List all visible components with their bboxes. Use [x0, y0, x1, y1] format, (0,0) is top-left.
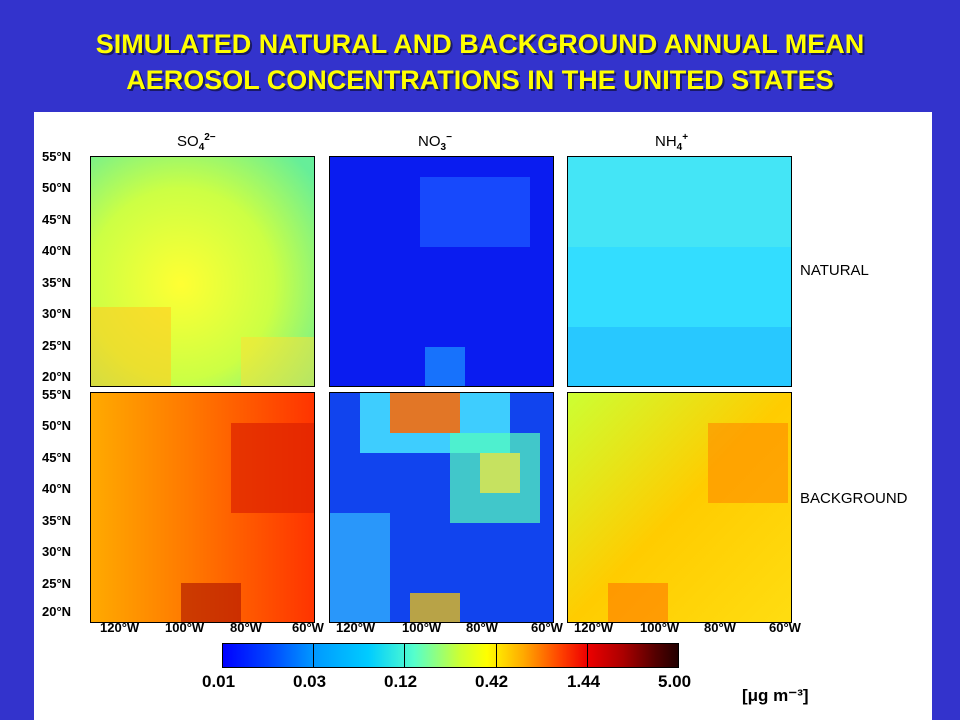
lat-label: 55°N — [42, 387, 72, 402]
lat-label: 45°N — [42, 212, 72, 227]
lat-label: 25°N — [42, 338, 72, 353]
lat-label: 45°N — [42, 450, 72, 465]
lon-label: 100°W — [165, 620, 205, 635]
map-no3-background — [329, 392, 554, 623]
heatmap-so4-natural — [91, 157, 314, 386]
colorbar-label: 1.44 — [567, 672, 601, 691]
lon-label: 60°W — [292, 620, 324, 635]
colorbar-label: 0.42 — [475, 672, 509, 691]
column-header-so4: SO42− — [177, 132, 216, 153]
map-nh4-background — [567, 392, 792, 623]
lat-label: 20°N — [42, 604, 72, 619]
heatmap-so4-background — [91, 393, 314, 622]
map-so4-background — [90, 392, 315, 623]
lat-label: 30°N — [42, 306, 72, 321]
column-header-no3: NO3− — [418, 132, 452, 153]
column-header-nh4: NH4+ — [655, 132, 689, 153]
lon-label: 80°W — [704, 620, 736, 635]
lat-label: 25°N — [42, 576, 72, 591]
row-label-background: BACKGROUND — [800, 490, 908, 507]
lat-label: 40°N — [42, 481, 72, 496]
lon-label: 80°W — [466, 620, 498, 635]
lon-label: 60°W — [531, 620, 563, 635]
lon-label: 120°W — [100, 620, 140, 635]
map-nh4-natural — [567, 156, 792, 387]
colorbar-units: [μg m⁻³] — [742, 686, 809, 705]
lat-label: 50°N — [42, 418, 72, 433]
lon-label: 100°W — [640, 620, 680, 635]
lon-label: 80°W — [230, 620, 262, 635]
lat-label: 35°N — [42, 513, 72, 528]
colorbar-label: 0.01 — [202, 672, 236, 691]
colorbar-label: 0.03 — [293, 672, 327, 691]
lon-label: 60°W — [769, 620, 801, 635]
map-so4-natural — [90, 156, 315, 387]
lat-label: 40°N — [42, 243, 72, 258]
row-label-natural: NATURAL — [800, 262, 869, 279]
lon-label: 120°W — [574, 620, 614, 635]
colorbar-tick — [404, 643, 405, 668]
heatmap-nh4-natural — [568, 157, 791, 386]
colorbar-label: 0.12 — [384, 672, 418, 691]
colorbar-tick — [313, 643, 314, 668]
heatmap-no3-natural — [330, 157, 553, 386]
lat-label: 20°N — [42, 369, 72, 384]
lat-label: 30°N — [42, 544, 72, 559]
lat-label: 50°N — [42, 180, 72, 195]
map-no3-natural — [329, 156, 554, 387]
lon-label: 100°W — [402, 620, 442, 635]
colorbar-tick — [496, 643, 497, 668]
colorbar-label: 5.00 — [658, 672, 692, 691]
colorbar — [222, 643, 679, 668]
lat-label: 55°N — [42, 149, 72, 164]
lon-label: 120°W — [336, 620, 376, 635]
heatmap-nh4-background — [568, 393, 791, 622]
heatmap-no3-background — [330, 393, 553, 622]
title-line-1: SIMULATED NATURAL AND BACKGROUND ANNUAL … — [95, 29, 865, 59]
lat-label: 35°N — [42, 275, 72, 290]
colorbar-tick — [587, 643, 588, 668]
slide-title: SIMULATED NATURAL AND BACKGROUND ANNUAL … — [0, 26, 960, 98]
title-line-2: AEROSOL CONCENTRATIONS IN THE UNITED STA… — [126, 65, 834, 95]
